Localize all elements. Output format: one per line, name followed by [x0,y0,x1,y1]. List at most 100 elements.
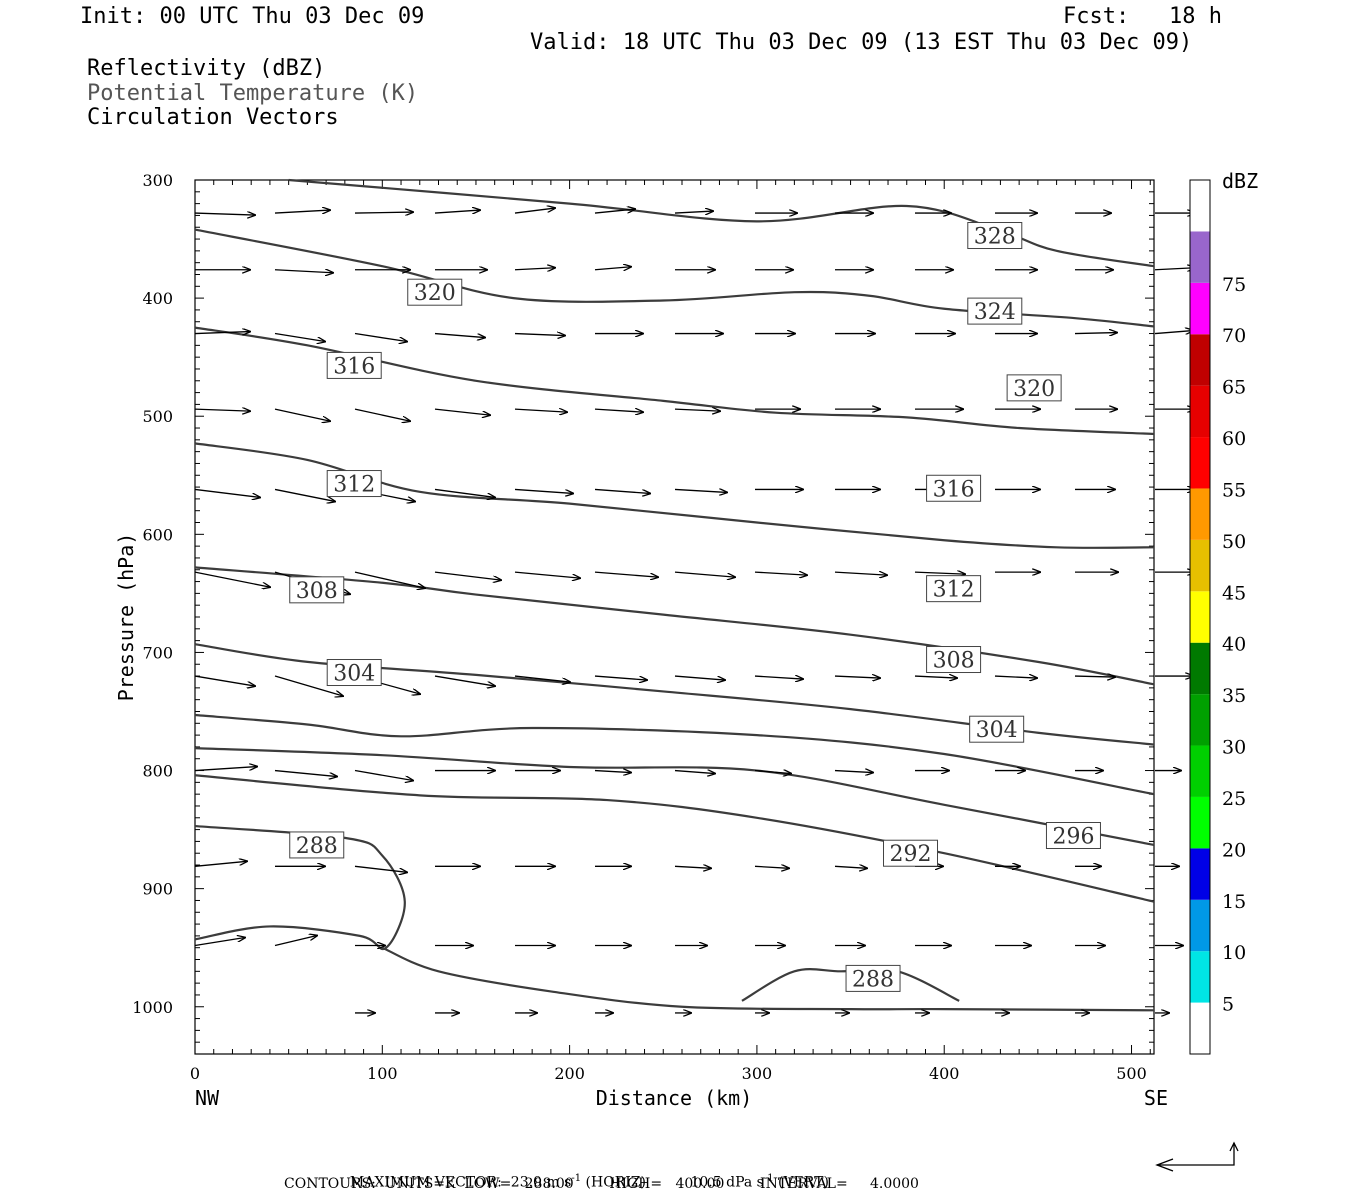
circulation-vector [674,771,715,774]
contour-label-box [289,831,345,859]
circulation-vector [594,209,635,214]
circulation-vector [354,408,410,421]
circulation-vector [514,488,573,493]
field-circulation-vectors: Circulation Vectors [87,105,339,130]
colorbar-segment [1190,231,1210,283]
colorbar-label: 15 [1222,891,1246,913]
colorbar-label: 5 [1222,994,1234,1016]
circulation-vector [434,571,501,580]
colorbar-segment [1190,282,1210,335]
contour-308 [194,643,1155,746]
circulation-vector [834,572,887,575]
circulation-vector [274,332,325,342]
circulation-vector [354,212,413,213]
circulation-vector [434,675,495,686]
circulation-vector [194,938,245,947]
circulation-vector [194,861,247,867]
contour-label: 292 [890,842,932,867]
circulation-vector [594,571,658,577]
circulation-vector [274,488,335,501]
init-time: Init: 00 UTC Thu 03 Dec 09 [80,4,425,29]
max-vector-horizontal: 23.0 m s [510,1174,572,1191]
max-vector-vertical: 10.5 dPa s [690,1174,764,1191]
colorbar-segment [1190,642,1210,695]
contour-292 [194,774,1155,903]
circulation-vector [274,675,343,696]
colorbar-label: 45 [1222,582,1246,604]
y-tick-label: 500 [142,407,173,426]
y-tick-label: 700 [142,643,173,662]
circulation-vector [434,408,490,415]
colorbar-label: 40 [1222,634,1246,656]
circulation-vector [434,488,495,497]
contour-label: 308 [296,579,338,604]
circulation-vector [594,675,647,680]
x-tick-label: 100 [367,1064,398,1083]
contour-label-box [326,659,382,687]
colorbar-segment [1190,1002,1210,1054]
contour-label-box [926,575,982,603]
circulation-vector [434,332,485,338]
circulation-vector [194,571,270,587]
colorbar-segment [1190,951,1210,1003]
x-tick-label: 200 [554,1064,585,1083]
circulation-vector [834,771,873,773]
vertical-unit-exponent: -1 [763,1173,774,1184]
colorbar-segment [1190,591,1210,643]
contour-label: 296 [1052,825,1094,850]
contour-label: 328 [974,225,1016,250]
contour-label: 312 [333,473,375,498]
colorbar-label: 10 [1222,942,1246,964]
colorbar-label: 20 [1222,839,1246,861]
circulation-vector [274,408,330,421]
contour-label-layer: 328 324 320 320 316 316 312 312 308 308 304 304 296 2… [289,222,1101,992]
circulation-vector [514,571,580,578]
contour-label-box [289,576,345,604]
circulation-vector [354,769,413,781]
contour-label-box [326,470,382,498]
circulation-vector [274,210,330,213]
contour-label: 316 [933,477,975,502]
circulation-vector [434,210,480,213]
colorbar-label: 60 [1222,428,1246,450]
circulation-vector [514,334,565,336]
circulation-vector [1074,676,1115,677]
colorbar-segment [1190,745,1210,797]
colorbar-segment [1190,848,1210,900]
x-tick-label: 300 [742,1064,773,1083]
contour-label-box [926,474,982,502]
circulation-vector [354,332,407,342]
circulation-vector [674,571,735,577]
circulation-vector [194,767,257,772]
circulation-vector [674,866,711,868]
circulation-vector [834,676,880,678]
contour-312 [194,566,1155,686]
circulation-vector [594,267,631,270]
y-tick-label: 600 [142,525,173,544]
circulation-vector [514,409,567,412]
horizontal-tag: (HORIZ) [585,1174,646,1191]
contour-288 [741,968,960,1002]
circulation-vector [594,771,631,773]
colorbar-label: 65 [1222,377,1246,399]
colorbar-label: 35 [1222,685,1246,707]
y-tick-label: 300 [142,171,173,190]
y-axis-label: Pressure (hPa) [114,533,138,702]
x-tick-label: 400 [929,1064,960,1083]
circulation-vector [994,676,1037,678]
contour-label: 288 [852,967,894,992]
circulation-vector [674,489,727,492]
x-end-label-nw: NW [195,1086,220,1110]
circulation-vector [194,675,255,686]
circulation-vector [754,676,803,679]
contour-label-box [883,839,939,867]
colorbar-segment [1190,488,1210,540]
circulation-vector [194,488,260,497]
circulation-vector [594,488,650,493]
x-tick-label: 0 [190,1064,200,1083]
contour-label-box [326,351,382,379]
circulation-vector [274,270,333,273]
circulation-vector [914,676,957,678]
colorbar-label: 30 [1222,737,1246,759]
field-reflectivity: Reflectivity (dBZ) [87,56,326,81]
